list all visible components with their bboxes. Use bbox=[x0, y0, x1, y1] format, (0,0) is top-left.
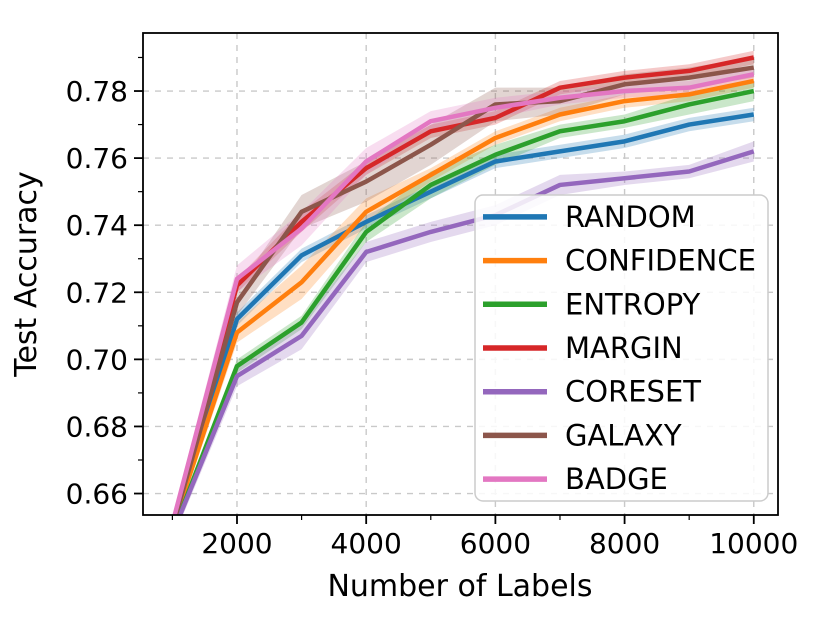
y-tick-label: 0.72 bbox=[66, 276, 128, 309]
legend-box bbox=[474, 194, 769, 502]
series-band-confidence bbox=[174, 74, 754, 515]
axes-spines bbox=[142, 32, 779, 516]
legend-label: RANDOM bbox=[565, 200, 696, 234]
legend-item-galaxy: GALAXY bbox=[483, 418, 682, 452]
plot-border bbox=[142, 32, 779, 516]
series-band-coreset bbox=[177, 141, 754, 515]
series-line-coreset bbox=[177, 149, 755, 515]
axis-ticks: 2000 4000 6000 8000 10000 0.66 0.68 0.70 0.72 0.7… bbox=[66, 56, 798, 560]
x-tick-label: 4000 bbox=[331, 527, 402, 560]
legend-label: BADGE bbox=[565, 462, 668, 496]
x-tick-label: 8000 bbox=[589, 527, 660, 560]
series-line-random bbox=[173, 112, 755, 515]
series-line-confidence bbox=[174, 78, 755, 515]
data-lines bbox=[172, 55, 755, 515]
legend-item-badge: BADGE bbox=[483, 462, 668, 496]
series-line-badge bbox=[172, 72, 755, 515]
y-axis-label: Test Accuracy bbox=[9, 171, 44, 378]
y-tick-label: 0.76 bbox=[66, 142, 128, 175]
y-tick-label: 0.68 bbox=[66, 410, 128, 443]
y-tick-label: 0.78 bbox=[66, 75, 128, 108]
legend-label: CORESET bbox=[565, 375, 701, 409]
legend-label: CONFIDENCE bbox=[565, 244, 756, 278]
y-tick-label: 0.74 bbox=[66, 209, 128, 242]
x-tick-label: 10000 bbox=[709, 527, 798, 560]
legend-label: MARGIN bbox=[565, 331, 683, 365]
legend-item-confidence: CONFIDENCE bbox=[483, 244, 756, 278]
series-line-galaxy bbox=[173, 65, 755, 515]
y-tick-label: 0.70 bbox=[66, 343, 128, 376]
x-tick-label: 6000 bbox=[460, 527, 531, 560]
x-axis-label: Number of Labels bbox=[327, 569, 592, 604]
legend: RANDOM CONFIDENCE ENTROPY MARGIN CORESET GALA… bbox=[474, 194, 769, 502]
legend-item-margin: MARGIN bbox=[483, 331, 683, 365]
y-tick-label: 0.66 bbox=[66, 478, 128, 511]
legend-item-random: RANDOM bbox=[483, 200, 696, 234]
x-tick-label: 2000 bbox=[201, 527, 272, 560]
legend-item-entropy: ENTROPY bbox=[483, 287, 701, 321]
legend-label: GALAXY bbox=[565, 418, 682, 452]
legend-label: ENTROPY bbox=[565, 287, 701, 321]
series-line-entropy bbox=[177, 88, 755, 515]
legend-item-coreset: CORESET bbox=[483, 375, 701, 409]
